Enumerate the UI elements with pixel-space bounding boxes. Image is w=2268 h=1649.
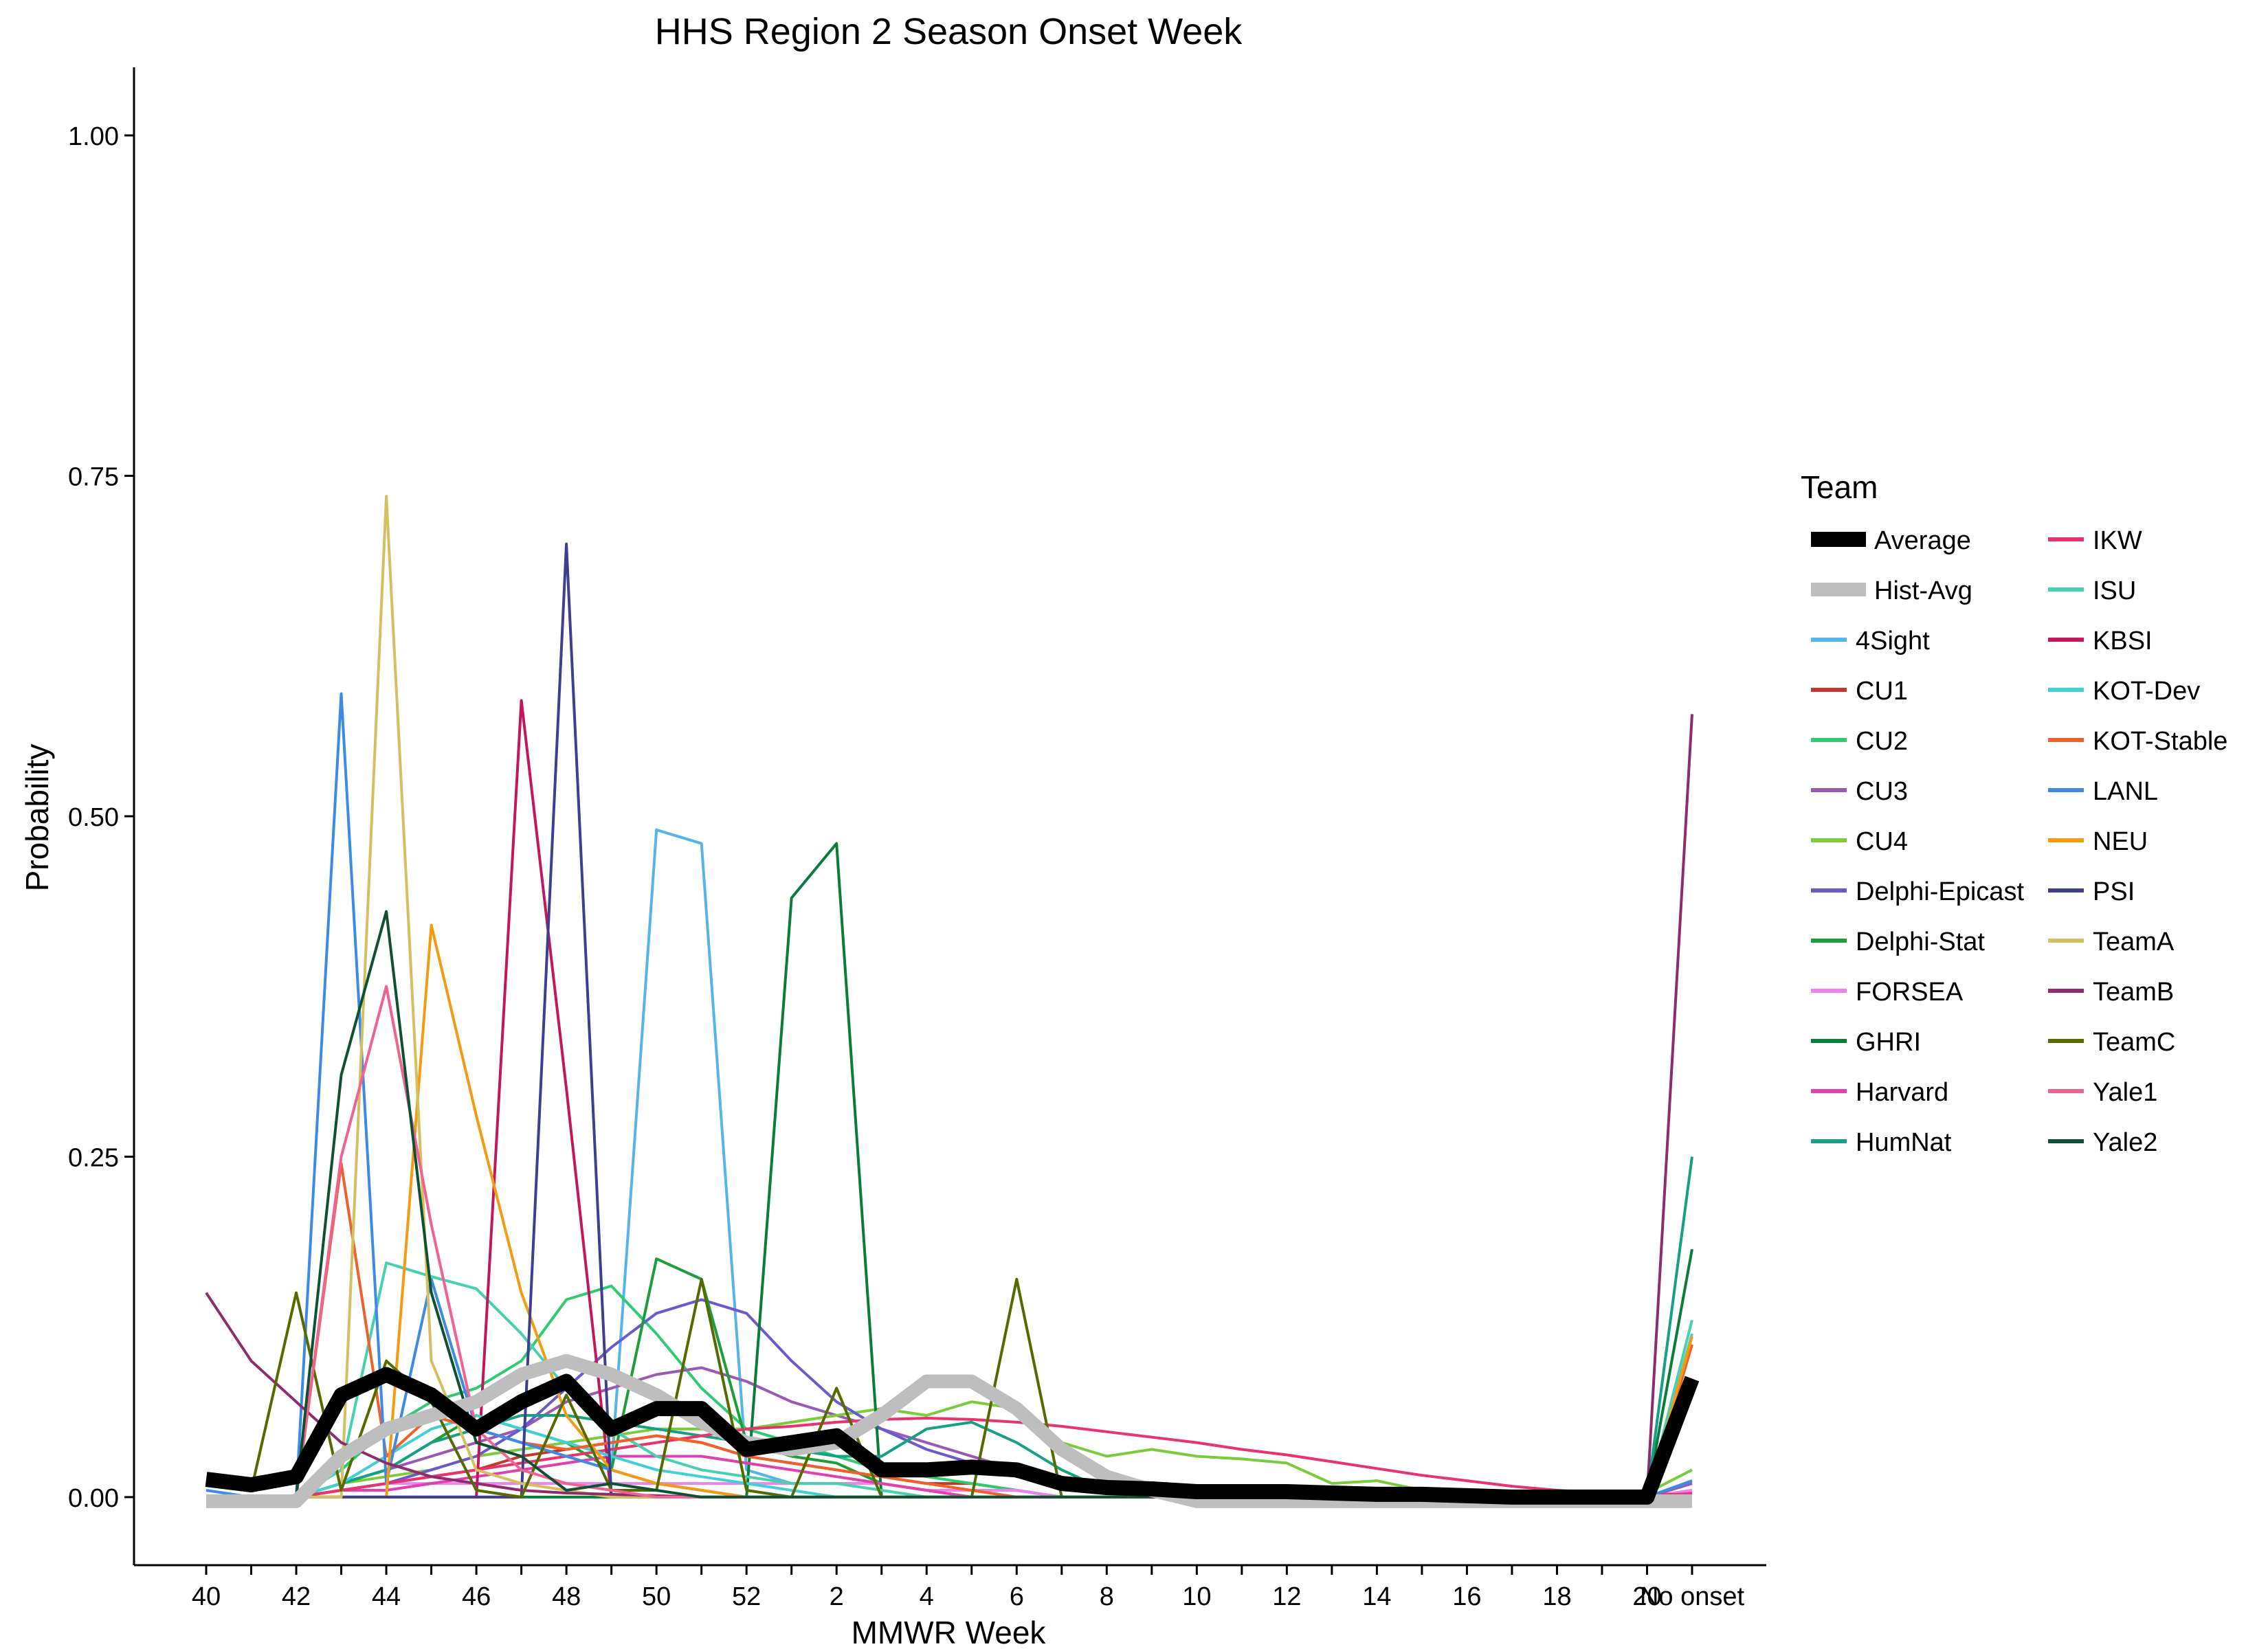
x-tick-label: 4 — [920, 1582, 934, 1611]
legend-label: KOT-Dev — [2093, 677, 2200, 706]
legend-label: Average — [1874, 526, 1971, 555]
legend-label: PSI — [2093, 877, 2135, 906]
y-tick-label: 0.75 — [68, 463, 119, 492]
legend-label: HumNat — [1856, 1128, 1952, 1157]
x-tick-label: 48 — [552, 1582, 581, 1611]
y-tick-label: 1.00 — [68, 122, 119, 151]
x-tick-label: 10 — [1182, 1582, 1211, 1611]
x-tick-label: 50 — [642, 1582, 671, 1611]
y-tick-label: 0.25 — [68, 1143, 119, 1172]
legend-label: 4Sight — [1856, 627, 1930, 655]
legend-label: CU1 — [1856, 677, 1908, 706]
legend-label: NEU — [2093, 827, 2148, 856]
legend-label: TeamC — [2093, 1028, 2175, 1057]
legend-label: ISU — [2093, 576, 2136, 605]
series-line-ikw — [206, 1417, 1692, 1499]
y-tick-label: 0.50 — [68, 803, 119, 832]
legend-label: IKW — [2093, 526, 2142, 555]
x-tick-label: 46 — [462, 1582, 491, 1611]
legend-label: FORSEA — [1856, 978, 1964, 1007]
legend-label: Yale1 — [2093, 1078, 2157, 1107]
series-line-teama — [206, 495, 1692, 1499]
y-axis-label: Probability — [19, 744, 55, 892]
x-tick-label: 16 — [1452, 1582, 1481, 1611]
legend-label: KOT-Stable — [2093, 727, 2227, 756]
legend-label: Delphi-Stat — [1856, 928, 1985, 956]
x-tick-label: 2 — [830, 1582, 844, 1611]
x-tick-label: 20 — [1632, 1582, 1661, 1611]
x-tick-label: 52 — [732, 1582, 761, 1611]
x-tick-label: 12 — [1272, 1582, 1301, 1611]
legend-label: Hist-Avg — [1874, 576, 1972, 605]
x-axis-label: MMWR Week — [852, 1615, 1047, 1649]
x-tick-label: 40 — [192, 1582, 221, 1611]
legend-label: TeamA — [2093, 928, 2175, 956]
legend-label: Harvard — [1856, 1078, 1948, 1107]
x-tick-label: 44 — [372, 1582, 401, 1611]
legend-label: KBSI — [2093, 627, 2153, 655]
legend-label: GHRI — [1856, 1028, 1921, 1057]
series-line-psi — [206, 542, 1692, 1499]
x-tick-label: 42 — [282, 1582, 311, 1611]
legend-label: Yale2 — [2093, 1128, 2157, 1157]
series-lines — [205, 495, 1700, 1508]
legend: Team Average Hist-Avg 4Sight CU1 CU2 CU3 CU4 De… — [1801, 469, 2227, 1157]
legend-title: Team — [1801, 469, 1878, 505]
legend-label: Delphi-Epicast — [1856, 877, 2024, 906]
x-tick-label: 14 — [1362, 1582, 1391, 1611]
legend-label: CU4 — [1856, 827, 1908, 856]
chart-title: HHS Region 2 Season Onset Week — [655, 11, 1243, 52]
legend-label: LANL — [2093, 777, 2158, 806]
legend-label: CU2 — [1856, 727, 1908, 756]
legend-label: TeamB — [2093, 978, 2174, 1007]
x-tick-label: 18 — [1542, 1582, 1571, 1611]
legend-label: CU3 — [1856, 777, 1908, 806]
series-line-average — [205, 1367, 1700, 1505]
y-tick-label: 0.00 — [68, 1484, 119, 1513]
x-tick-label: No onset — [1640, 1582, 1745, 1611]
x-tick-label: 6 — [1010, 1582, 1024, 1611]
x-tick-label: 8 — [1100, 1582, 1114, 1611]
